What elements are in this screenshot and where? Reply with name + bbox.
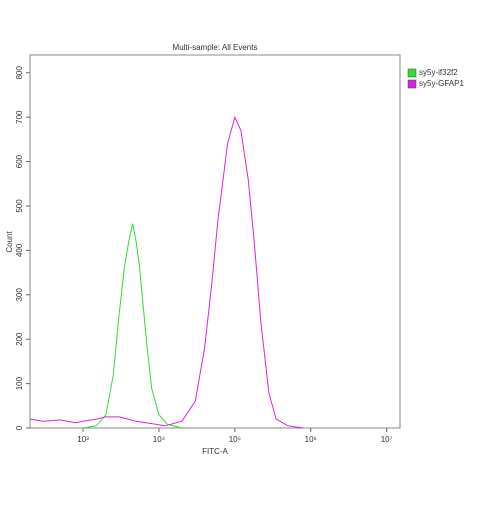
histogram-line bbox=[82, 223, 182, 429]
y-axis-label: Count bbox=[5, 231, 14, 253]
plot-frame bbox=[29, 54, 401, 429]
y-tick-label: 0 bbox=[15, 425, 24, 430]
legend-label: sy5y-if32f2 bbox=[419, 68, 458, 77]
y-tick-label: 500 bbox=[15, 199, 24, 213]
chart-title: Multi-sample: All Events bbox=[173, 43, 258, 52]
y-tick-label: 300 bbox=[15, 288, 24, 302]
legend-label: sy5y-GFAP1 bbox=[419, 79, 464, 88]
y-tick-label: 600 bbox=[15, 154, 24, 168]
y-tick-label: 800 bbox=[15, 66, 24, 80]
x-tick-label: 10⁵ bbox=[229, 435, 241, 444]
x-tick-label: 10⁶ bbox=[305, 435, 317, 444]
y-tick-label: 700 bbox=[15, 110, 24, 124]
x-axis-label: FITC-A bbox=[202, 447, 228, 456]
histogram-line bbox=[29, 115, 304, 429]
y-tick-label: 200 bbox=[15, 332, 24, 346]
legend-swatch bbox=[407, 68, 417, 78]
y-tick-label: 400 bbox=[15, 243, 24, 257]
legend-swatch bbox=[407, 79, 417, 89]
x-tick-label: 10³ bbox=[77, 435, 89, 444]
y-tick-label: 100 bbox=[15, 376, 24, 390]
x-tick-label: 10⁷ bbox=[381, 435, 393, 444]
x-tick-label: 10⁴ bbox=[153, 435, 166, 444]
